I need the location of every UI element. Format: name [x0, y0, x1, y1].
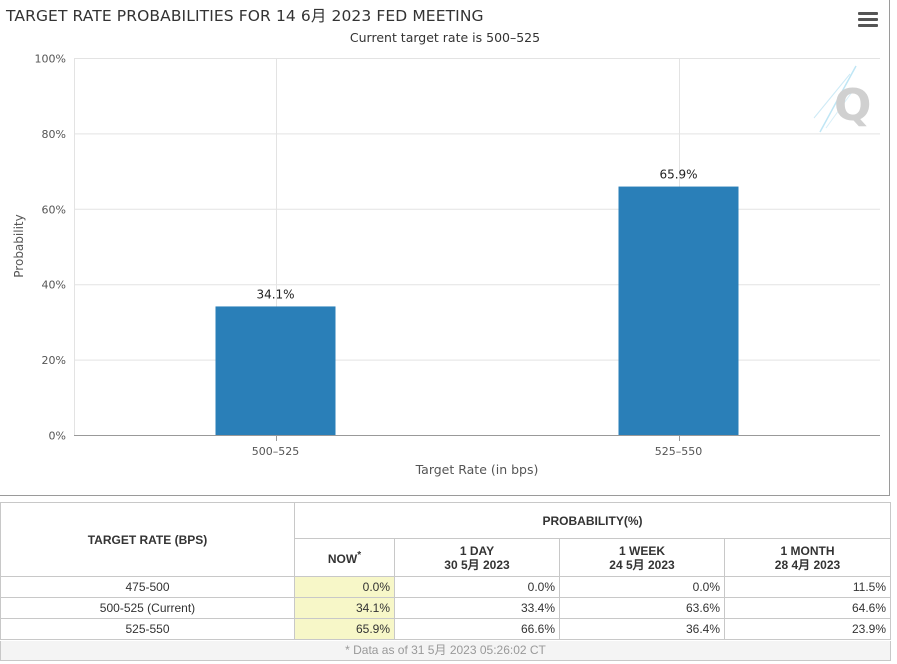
- watermark-letter: Q: [834, 80, 871, 131]
- cell-now: 34.1%: [294, 597, 395, 619]
- header-1-day-line1: 1 DAY: [459, 543, 495, 558]
- cell-1-day: 66.6%: [394, 618, 560, 640]
- cell-rate: 525-550: [0, 618, 295, 640]
- y-tick-label: 60%: [42, 203, 66, 216]
- probability-table: TARGET RATE (BPS) PROBABILITY(%) NOW* 1 …: [0, 501, 891, 640]
- quikstrike-logo-icon: Q: [813, 65, 871, 133]
- cell-rate: 475-500: [0, 576, 295, 598]
- header-now-mark: *: [357, 550, 362, 562]
- hamburger-menu-icon[interactable]: [858, 12, 878, 30]
- cell-now: 65.9%: [294, 618, 395, 640]
- header-now-label: NOW: [327, 552, 358, 567]
- cell-1-month: 64.6%: [724, 597, 891, 619]
- header-probability: PROBABILITY(%): [294, 501, 891, 540]
- axis-layer: 0% 20% 40% 60% 80% 100% 500–525 525–550: [35, 53, 880, 458]
- x-tick-label: 500–525: [252, 445, 300, 458]
- cell-1-month: 11.5%: [724, 576, 891, 598]
- header-1-week-line1: 1 WEEK: [618, 543, 665, 558]
- bar-2: [618, 186, 739, 435]
- header-1-month: 1 MONTH 28 4月 2023: [724, 538, 891, 577]
- cell-1-month: 23.9%: [724, 618, 891, 640]
- y-tick-label: 80%: [42, 128, 66, 141]
- header-1-month-line1: 1 MONTH: [780, 543, 835, 558]
- x-tick-label: 525–550: [655, 445, 703, 458]
- bar-1: [215, 306, 336, 435]
- y-tick-label: 0%: [49, 430, 66, 443]
- y-tick-label: 20%: [42, 354, 66, 367]
- cell-1-day: 33.4%: [394, 597, 560, 619]
- y-axis-title: Probability: [12, 214, 26, 277]
- chart-panel: TARGET RATE PROBABILITIES FOR 14 6月 2023…: [0, 0, 890, 496]
- y-tick-label: 40%: [42, 279, 66, 292]
- header-1-day-line2: 30 5月 2023: [444, 557, 510, 572]
- header-1-month-line2: 28 4月 2023: [774, 557, 841, 572]
- data-label: 34.1%: [256, 287, 294, 301]
- chart-subtitle: Current target rate is 500–525: [349, 30, 541, 45]
- menu-line: [858, 24, 878, 27]
- table-row: 475-500 0.0% 0.0% 0.0% 11.5%: [0, 576, 891, 598]
- cell-1-day: 0.0%: [394, 576, 560, 598]
- x-axis-title: Target Rate (in bps): [415, 462, 539, 477]
- table-row: 525-550 65.9% 66.6% 36.4% 23.9%: [0, 618, 891, 640]
- y-tick-label: 100%: [35, 53, 66, 66]
- header-now: NOW*: [294, 538, 395, 577]
- cell-rate: 500-525 (Current): [0, 597, 295, 619]
- header-1-week: 1 WEEK 24 5月 2023: [559, 538, 725, 577]
- cell-now: 0.0%: [294, 576, 395, 598]
- data-timestamp-note: * Data as of 31 5月 2023 05:26:02 CT: [0, 641, 891, 661]
- grid-layer: [74, 58, 880, 436]
- chart-plot: Q 34.1% 65.9% 0% 20% 40% 60% 80% 100% 500–525 52…: [12, 53, 880, 477]
- bar-layer: 34.1% 65.9%: [215, 168, 739, 435]
- header-1-week-line2: 24 5月 2023: [609, 557, 675, 572]
- menu-line: [858, 12, 878, 15]
- table-row: 500-525 (Current) 34.1% 33.4% 63.6% 64.6…: [0, 597, 891, 619]
- cell-1-week: 63.6%: [559, 597, 725, 619]
- data-label: 65.9%: [659, 168, 697, 182]
- chart-title: TARGET RATE PROBABILITIES FOR 14 6月 2023…: [6, 7, 484, 25]
- cell-1-week: 36.4%: [559, 618, 725, 640]
- header-target-rate: TARGET RATE (BPS): [0, 502, 295, 577]
- menu-line: [858, 18, 878, 21]
- cell-1-week: 0.0%: [559, 576, 725, 598]
- header-1-day: 1 DAY 30 5月 2023: [394, 538, 560, 577]
